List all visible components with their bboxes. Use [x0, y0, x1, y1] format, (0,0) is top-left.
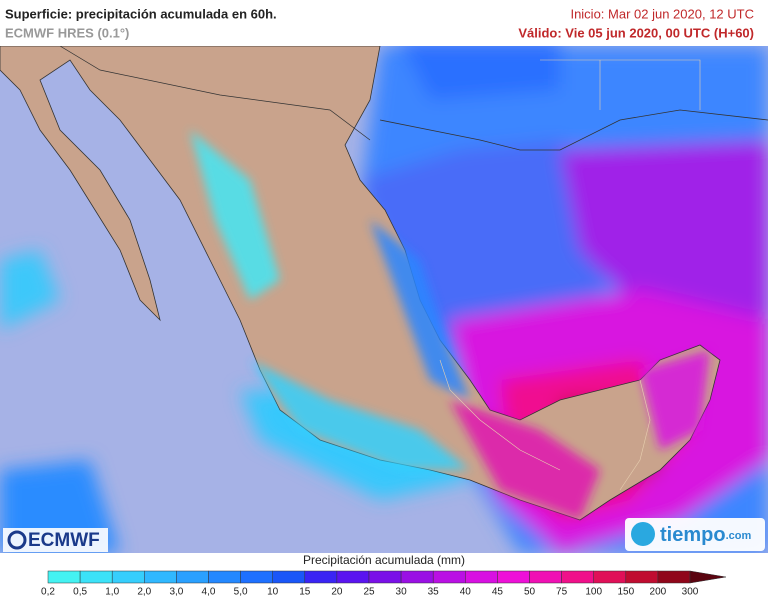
map — [0, 46, 768, 553]
legend-title: Precipitación acumulada (mm) — [303, 553, 465, 567]
colorbar-segment — [111, 570, 145, 584]
title: Superficie: precipitación acumulada en 6… — [5, 6, 277, 21]
colorbar-segment — [432, 570, 466, 584]
tiempo-main: tiempo — [660, 524, 726, 546]
colorbar-label: 50 — [524, 587, 536, 598]
colorbar-label: 45 — [492, 587, 504, 598]
colorbar-label: 0,2 — [41, 587, 55, 598]
colorbar-label: 5,0 — [234, 587, 248, 598]
colorbar-segment — [208, 570, 241, 584]
colorbar-segment — [400, 570, 434, 584]
ecmwf-logo: ECMWF — [3, 528, 108, 552]
colorbar-label: 4,0 — [202, 587, 216, 598]
colorbar-segment — [272, 570, 306, 584]
colorbar-segment — [304, 570, 338, 584]
colorbar-label: 2,0 — [137, 587, 151, 598]
colorbar-label: 35 — [428, 587, 440, 598]
init-time: Inicio: Mar 02 jun 2020, 12 UTC — [570, 6, 754, 21]
colorbar-segment — [336, 570, 370, 584]
colorbar-label: 15 — [299, 587, 311, 598]
colorbar-label: 75 — [556, 587, 568, 598]
colorbar-segment — [625, 570, 659, 584]
colorbar-segment — [47, 570, 81, 584]
colorbar-segment — [593, 570, 627, 584]
colorbar-label: 150 — [617, 587, 634, 598]
colorbar-segment — [176, 570, 209, 584]
tiempo-suffix: .com — [726, 530, 752, 542]
colorbar-segment — [368, 570, 402, 584]
ecmwf-text: ECMWF — [28, 530, 100, 551]
colorbar-label: 0,5 — [73, 587, 87, 598]
colorbar-label: 1,0 — [105, 587, 119, 598]
colorbar: 0,2 0,5 1,0 2,0 3,0 4,0 5,0 10 15 20 25 30 35 40 45 50 7… — [41, 570, 727, 598]
colorbar-segment — [657, 570, 691, 584]
colorbar-label: 3,0 — [169, 587, 183, 598]
colorbar-segment — [240, 570, 273, 584]
colorbar-segment — [465, 570, 498, 584]
colorbar-segment — [497, 570, 530, 584]
colorbar-label: 40 — [460, 587, 472, 598]
valid-time: Válido: Vie 05 jun 2020, 00 UTC (H+60) — [518, 25, 754, 40]
colorbar-segment — [561, 570, 594, 584]
colorbar-label: 10 — [267, 587, 279, 598]
tiempo-text: tiempo.com — [660, 524, 751, 546]
colorbar-label: 300 — [682, 587, 699, 598]
tiempo-logo: tiempo.com — [625, 518, 765, 551]
colorbar-arrow — [689, 570, 727, 584]
colorbar-label: 100 — [585, 587, 602, 598]
model: ECMWF HRES (0.1°) — [5, 25, 129, 40]
colorbar-segment — [144, 570, 177, 584]
colorbar-segment — [529, 570, 562, 584]
colorbar-label: 20 — [331, 587, 343, 598]
colorbar-label: 30 — [396, 587, 408, 598]
colorbar-label: 25 — [363, 587, 375, 598]
colorbar-label: 200 — [650, 587, 667, 598]
colorbar-segment — [79, 570, 113, 584]
